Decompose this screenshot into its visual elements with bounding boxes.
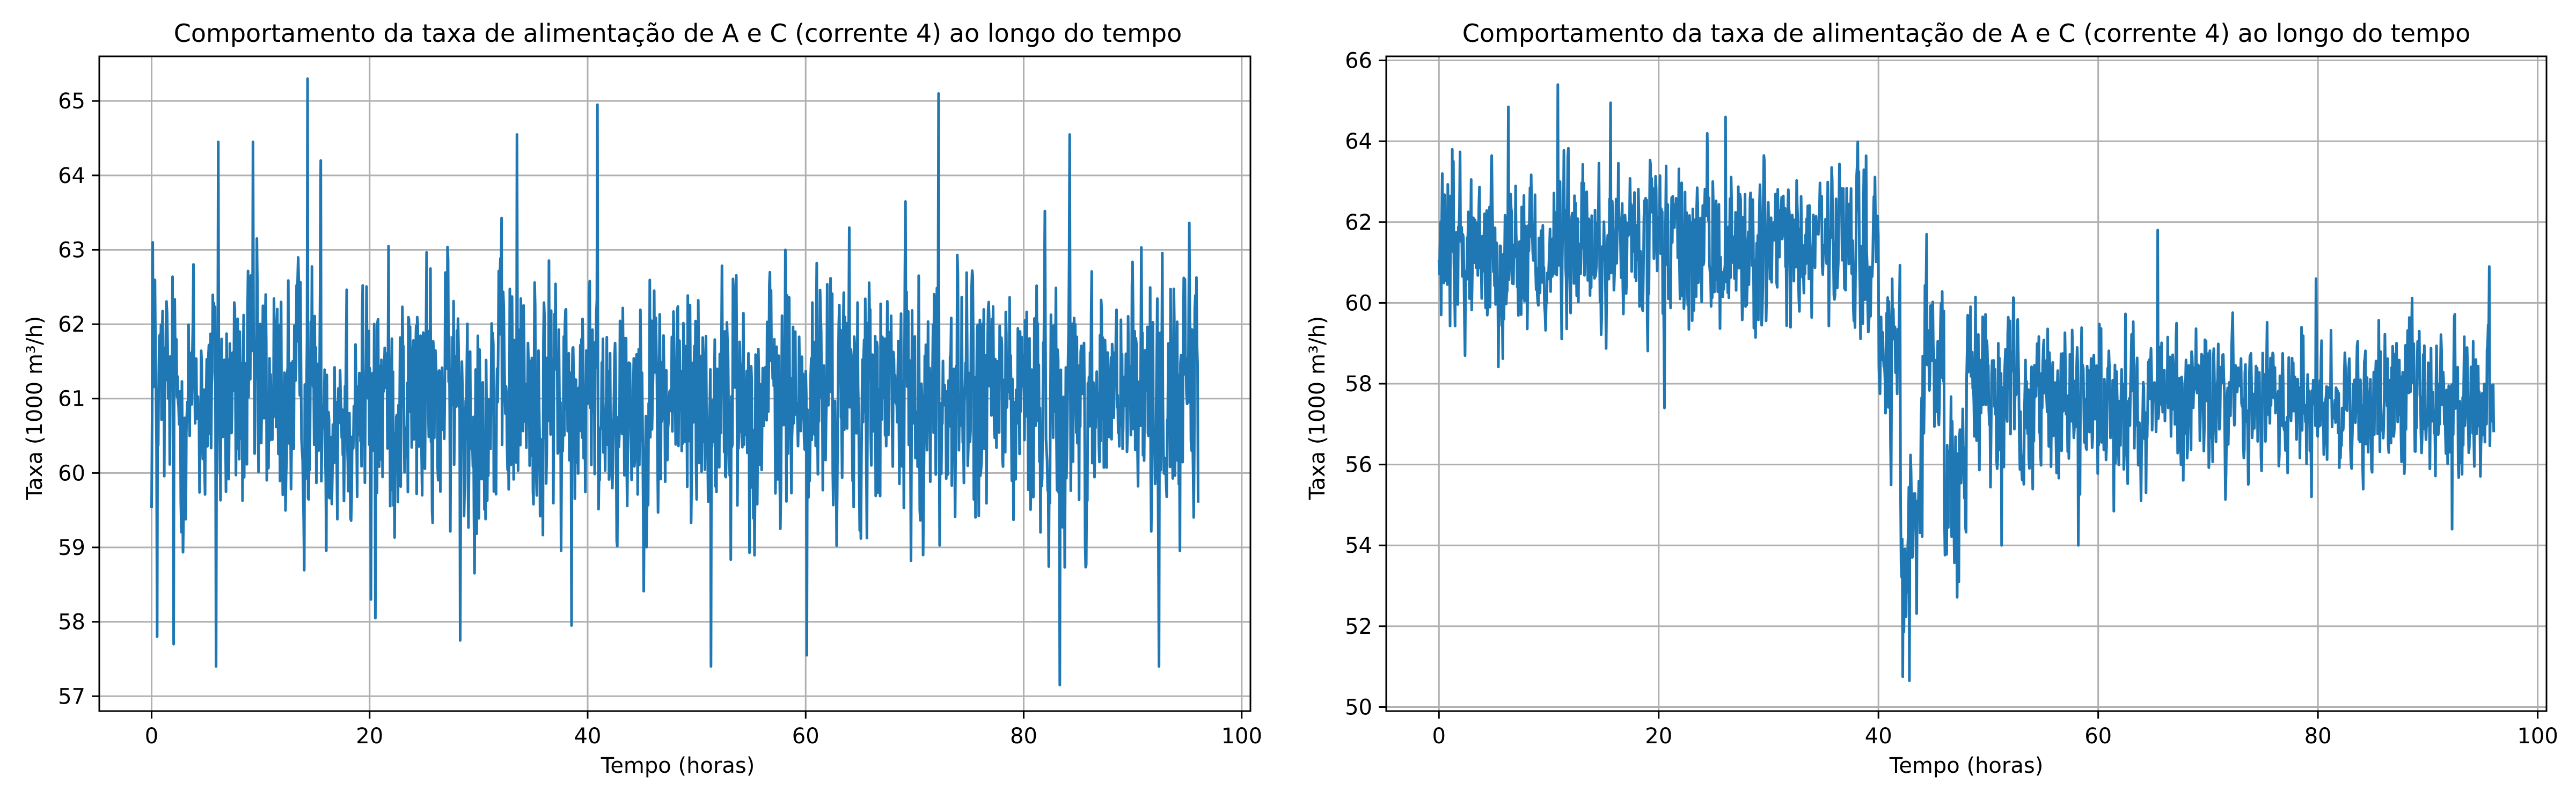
y-tick-label-2: 59: [58, 536, 85, 560]
y-tick-label-6: 63: [58, 238, 85, 262]
chart-title: Comportamento da taxa de alimentação de …: [1462, 19, 2470, 48]
x-tick-label-2: 40: [574, 724, 602, 749]
x-tick-label-1: 20: [356, 724, 383, 749]
y-tick-label-4: 61: [58, 387, 85, 412]
x-tick-label-4: 80: [2304, 724, 2332, 749]
y-tick-label-2: 54: [1345, 533, 1372, 558]
x-axis: 0 20 40 60 80 100: [145, 711, 1262, 749]
series-line: [150, 77, 1199, 686]
y-tick-label-7: 64: [58, 164, 85, 188]
y-tick-label-8: 66: [1345, 49, 1372, 74]
axes-frame: [98, 55, 1252, 712]
chart-title: Comportamento da taxa de alimentação de …: [174, 19, 1182, 48]
x-tick-label-2: 40: [1865, 724, 1892, 749]
x-tick-label-5: 100: [2517, 724, 2558, 749]
y-tick-label-4: 58: [1345, 372, 1372, 397]
chart-right: Comportamento da taxa de alimentação de …: [1305, 19, 2558, 778]
x-tick-label-0: 0: [145, 724, 158, 749]
y-tick-label-0: 50: [1345, 695, 1372, 720]
y-tick-label-1: 52: [1345, 614, 1372, 639]
y-tick-label-3: 56: [1345, 453, 1372, 478]
x-axis: 0 20 40 60 80 100: [1432, 711, 2558, 749]
series-line: [1437, 83, 2496, 682]
y-tick-label-7: 64: [1345, 129, 1372, 154]
y-axis-label: Taxa (1000 m³/h): [23, 316, 47, 501]
y-tick-label-5: 62: [58, 312, 85, 337]
y-tick-label-8: 65: [58, 89, 85, 114]
x-axis-label: Tempo (horas): [601, 753, 755, 778]
x-tick-label-0: 0: [1432, 724, 1446, 749]
x-tick-label-3: 60: [792, 724, 819, 749]
y-tick-label-6: 62: [1345, 210, 1372, 235]
chart-left: Comportamento da taxa de alimentação de …: [23, 19, 1262, 778]
x-tick-label-4: 80: [1010, 724, 1037, 749]
x-tick-label-1: 20: [1645, 724, 1672, 749]
y-tick-label-5: 60: [1345, 291, 1372, 316]
y-axis: 57 58 59 60 61 62 63 64 65: [58, 89, 99, 709]
y-axis: 50 52 54 56 58 60 62 64 66: [1345, 49, 1386, 720]
y-tick-label-3: 60: [58, 461, 85, 486]
x-tick-label-3: 60: [2084, 724, 2112, 749]
y-axis-label: Taxa (1000 m³/h): [1305, 316, 1330, 501]
y-tick-label-0: 57: [58, 684, 85, 709]
x-tick-label-5: 100: [1221, 724, 1262, 749]
y-tick-label-1: 58: [58, 610, 85, 635]
x-axis-label: Tempo (horas): [1889, 753, 2044, 778]
